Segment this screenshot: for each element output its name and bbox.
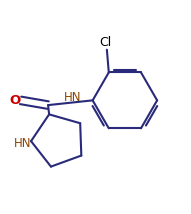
Text: Cl: Cl bbox=[99, 36, 111, 49]
Text: HN: HN bbox=[14, 137, 31, 150]
Text: HN: HN bbox=[64, 92, 81, 104]
Text: O: O bbox=[10, 94, 21, 107]
